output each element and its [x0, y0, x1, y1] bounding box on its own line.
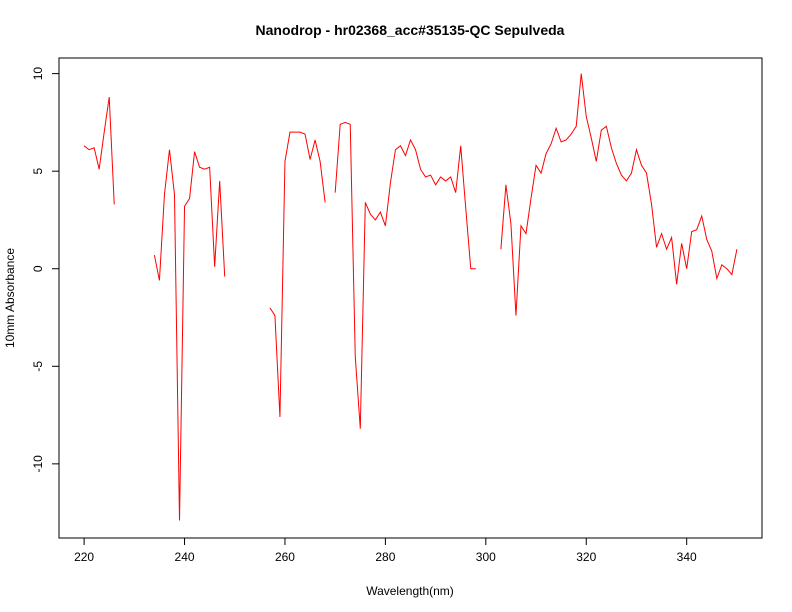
chart-title: Nanodrop - hr02368_acc#35135-QC Sepulved…	[256, 22, 565, 38]
y-tick-label: 5	[31, 168, 45, 175]
x-axis-label: Wavelength(nm)	[366, 584, 454, 598]
plot-frame	[58, 57, 763, 539]
series	[83, 73, 738, 521]
y-tick-label: 0	[31, 265, 45, 272]
y-axis-label: 10mm Absorbance	[3, 248, 17, 348]
absorbance-line-segment	[153, 149, 226, 521]
absorbance-line-segment	[269, 131, 326, 418]
x-tick-label: 240	[175, 550, 195, 564]
x-tick-label: 260	[275, 550, 295, 564]
x-tick-label: 300	[476, 550, 496, 564]
absorbance-line-segment	[83, 96, 115, 205]
y-tick-label: -5	[31, 361, 45, 372]
y-tick-label: -10	[31, 455, 45, 473]
y-tick-label: 10	[31, 67, 45, 81]
absorbance-line-segment	[500, 73, 738, 316]
x-tick-label: 220	[74, 550, 94, 564]
y-axis: -10 -5 0 5 10	[31, 67, 59, 473]
x-tick-label: 280	[375, 550, 395, 564]
x-axis: 220 240 260 280 300 320 340	[74, 538, 697, 564]
x-tick-label: 340	[677, 550, 697, 564]
absorbance-line-segment	[334, 121, 476, 429]
x-tick-label: 320	[576, 550, 596, 564]
